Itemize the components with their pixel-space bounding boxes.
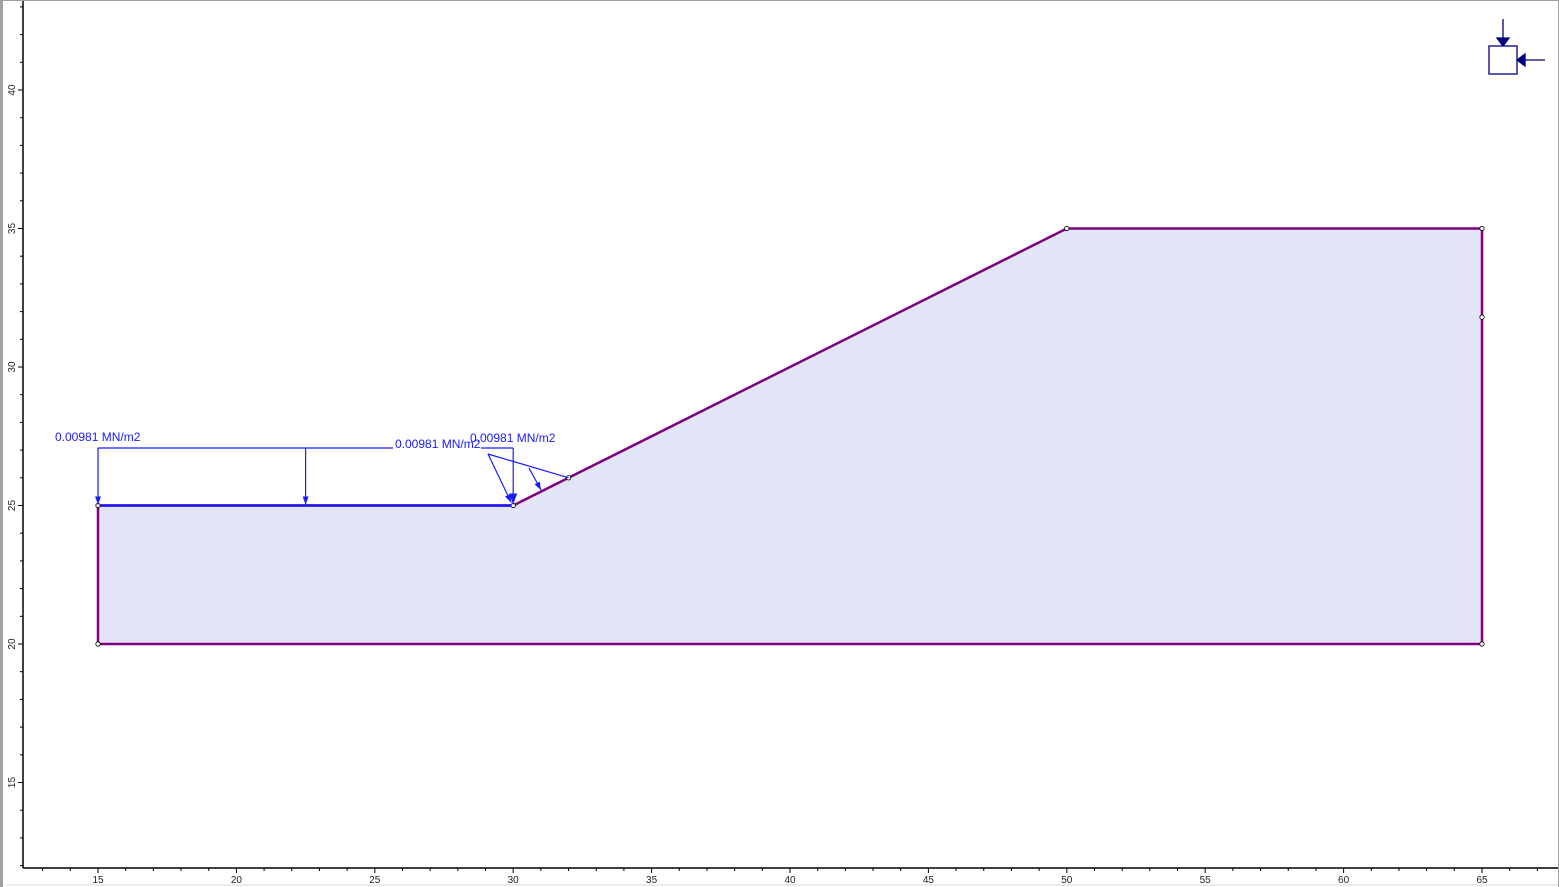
load-2-arrow-head	[509, 493, 518, 505]
load-3-top-line	[487, 453, 569, 479]
load-3-arrow-head	[505, 493, 512, 503]
x-tick-label: 55	[1200, 875, 1212, 886]
vertex	[1064, 225, 1070, 232]
x-axis-band	[6, 869, 1558, 887]
y-tick-label: 15	[7, 777, 18, 789]
y-tick-label: 35	[7, 223, 18, 235]
load-3-arrow-head	[534, 481, 541, 490]
x-tick-label: 60	[1338, 875, 1350, 886]
load-label-1: 0.00981 MN/m2	[55, 430, 141, 444]
boundary-condition-icon	[1488, 19, 1545, 75]
y-tick-label: 40	[7, 84, 18, 96]
x-tick-label: 45	[923, 875, 935, 886]
axes: 15 20 25 30 35 40 45 50 55 60 65 15 20 25 30 35 40	[7, 1, 1558, 886]
load-label-2: 0.00981 MN/m2	[395, 437, 481, 451]
load-label-3: 0.00981 MN/m2	[470, 431, 556, 445]
vertex	[1479, 314, 1485, 320]
y-tick-label: 25	[7, 500, 18, 512]
vertex	[1479, 641, 1485, 647]
load-1-arrow-head	[302, 496, 309, 505]
x-tick-label: 35	[646, 875, 658, 886]
x-tick-label: 15	[92, 875, 104, 886]
load-3-arrow	[487, 453, 512, 503]
vertex	[1479, 225, 1485, 232]
x-tick-label: 25	[369, 875, 381, 886]
y-tick-label: 20	[7, 638, 18, 650]
x-tick-label: 20	[231, 875, 243, 886]
slope-geometry[interactable]	[95, 225, 1485, 647]
x-tick-label: 50	[1061, 875, 1073, 886]
x-tick-label: 30	[508, 875, 520, 886]
x-tick-label: 40	[784, 875, 796, 886]
load-1-arrow-head	[95, 496, 101, 505]
external-boundary	[96, 227, 1484, 646]
x-tick-label: 65	[1476, 875, 1488, 886]
y-tick-label: 30	[7, 361, 18, 373]
vertex	[95, 641, 101, 647]
loads[interactable]: 0.00981 MN/m2 0.00981 MN/m2 0.00981 MN/m…	[55, 430, 569, 505]
